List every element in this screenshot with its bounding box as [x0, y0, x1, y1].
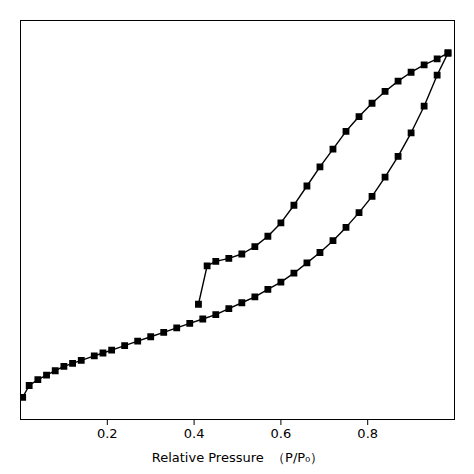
svg-text:0.6: 0.6	[271, 426, 292, 441]
svg-text:Relative Pressure （P/P₀）: Relative Pressure （P/P₀）	[152, 450, 324, 465]
svg-text:0.4: 0.4	[184, 426, 205, 441]
svg-text:0.8: 0.8	[357, 426, 378, 441]
svg-text:0.2: 0.2	[97, 426, 118, 441]
